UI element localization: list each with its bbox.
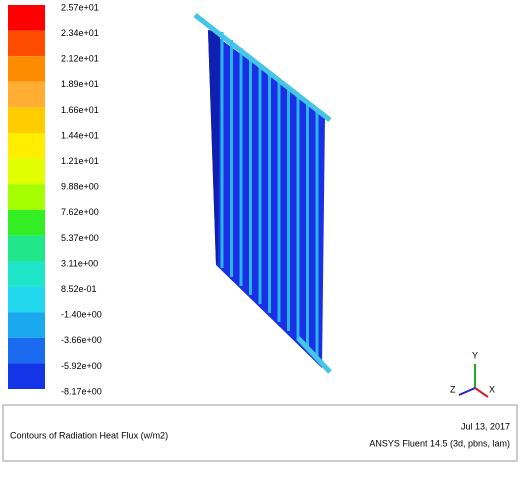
colorbar-label: 2.34e+01 xyxy=(61,28,99,38)
colorbar-label: 3.11e+00 xyxy=(61,258,98,268)
footer-date: Jul 13, 2017 xyxy=(461,421,510,431)
colorbar-label: 1.66e+01 xyxy=(61,105,99,115)
color-swatch xyxy=(8,5,45,31)
colorbar-label: 8.52e-01 xyxy=(61,284,97,294)
geometry xyxy=(195,15,330,372)
colorbar-label: 1.21e+01 xyxy=(61,156,99,166)
colorbar-label: 1.89e+01 xyxy=(61,79,99,89)
x-axis xyxy=(475,388,488,397)
z-label: Z xyxy=(450,384,456,394)
colorbar-label: -3.66e+00 xyxy=(61,335,102,345)
footer-software: ANSYS Fluent 14.5 (3d, pbns, lam) xyxy=(369,438,510,448)
fluent-window: 2.57e+01 2.34e+01 2.12e+01 1.89e+01 1.66e+01… xyxy=(0,0,520,473)
x-label: X xyxy=(489,384,495,394)
colorbar-label: 9.88e+00 xyxy=(61,182,99,192)
colorbar-label: 1.44e+01 xyxy=(61,130,99,140)
colorbar: 2.57e+01 2.34e+01 2.12e+01 1.89e+01 1.66e+01… xyxy=(8,2,102,396)
color-swatch xyxy=(8,31,45,57)
color-swatch xyxy=(8,287,45,313)
z-axis xyxy=(459,388,475,395)
colorbar-label: 5.37e+00 xyxy=(61,233,99,243)
colorbar-label: -8.17e+00 xyxy=(61,386,102,396)
color-swatch xyxy=(8,107,45,133)
colorbar-label: -5.92e+00 xyxy=(61,361,102,371)
color-swatch xyxy=(8,133,45,159)
color-swatch xyxy=(8,338,45,364)
panel-edge xyxy=(208,30,220,265)
color-swatch xyxy=(8,363,45,389)
colorbar-label: 7.62e+00 xyxy=(61,207,99,217)
color-swatch xyxy=(8,56,45,82)
y-label: Y xyxy=(472,350,478,360)
color-swatch xyxy=(8,235,45,261)
footer-title: Contours of Radiation Heat Flux (w/m2) xyxy=(10,430,168,440)
axis-triad: Y Z X xyxy=(450,350,495,397)
color-swatch xyxy=(8,312,45,338)
colorbar-label: 2.57e+01 xyxy=(61,2,99,12)
color-swatch xyxy=(8,82,45,108)
colorbar-label: -1.40e+00 xyxy=(61,310,102,320)
colorbar-label: 2.12e+01 xyxy=(61,54,99,64)
color-swatch xyxy=(8,184,45,210)
color-swatch xyxy=(8,159,45,185)
color-swatch xyxy=(8,261,45,287)
color-swatch xyxy=(8,210,45,236)
